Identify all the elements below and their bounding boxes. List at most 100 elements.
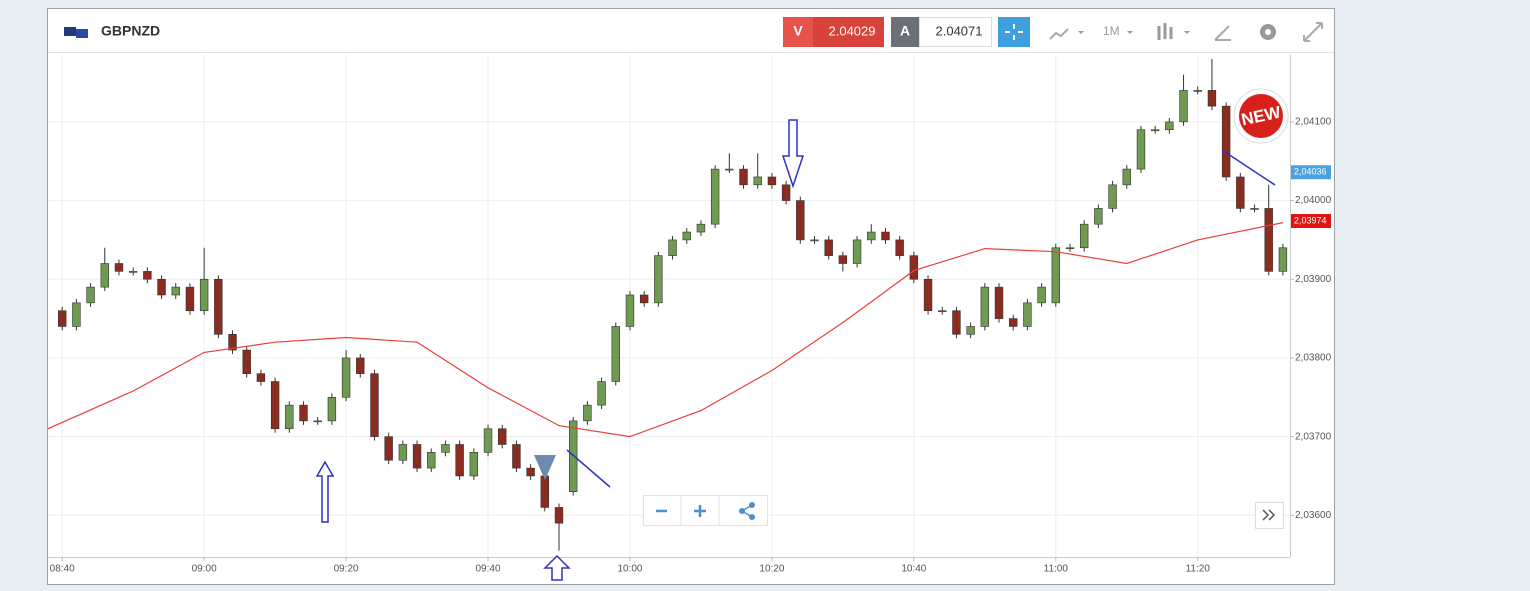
candle-body [909,255,919,280]
candle-body [1236,176,1245,209]
candle-body [228,334,237,351]
crosshair-icon [1005,24,1023,40]
price-tag [1291,214,1331,229]
candle-body [427,452,436,469]
candle-body [1009,318,1018,327]
candle-body [455,444,464,477]
candle-body [810,239,819,242]
candle-body [256,373,266,382]
candle-body [1037,286,1046,304]
candle-body [625,294,635,327]
candle-body [966,326,975,335]
down-arrow [781,119,805,189]
candles-icon[interactable] [1157,23,1173,40]
candle-body [72,302,81,327]
y-tick-label: 2,04000 [1295,195,1332,206]
candle-body [1179,90,1188,123]
symbol: GBPNZD [101,23,160,39]
candle-body [185,286,195,312]
y-tick-label: 2,03600 [1295,510,1332,521]
candle-body [526,467,535,477]
share-button[interactable] [739,502,755,520]
candle-body [498,428,507,445]
chart-type-icon[interactable] [1049,28,1069,40]
candle-body [725,168,734,171]
candle-body [1264,208,1273,272]
candle-body [1136,129,1146,170]
zoom-in-button[interactable] [694,505,706,517]
buy-price: 2.04071 [936,23,983,38]
trend-line [566,149,1276,488]
annotations [315,119,1276,581]
candle-body [157,278,166,296]
candle-body [441,444,450,453]
timeframe[interactable]: 1M [1103,24,1120,38]
candle-body [611,326,620,382]
draw-icon[interactable] [1214,25,1231,41]
candle-body [781,184,791,201]
candle-body [1065,247,1075,250]
fullscreen-icon[interactable] [1303,22,1323,42]
moving-average-line [47,222,1284,438]
x-tick-label: 10:00 [617,564,642,575]
x-tick-label: 09:00 [192,564,217,575]
candle-body [341,357,351,398]
candle-body [739,168,748,186]
candle-body [540,475,550,508]
price-tag-label: 2,03974 [1294,215,1327,225]
flag-icon [64,27,76,36]
candle-body [824,239,833,256]
candle-body [1094,208,1103,225]
buy-button[interactable] [891,17,919,47]
badge-circle [1239,94,1283,138]
new-badge: NEW [1233,88,1289,144]
candle-body [171,286,180,296]
sell-price-box [813,17,884,47]
candle-body [1221,105,1231,178]
y-tick-label: 2,04100 [1295,117,1332,128]
candle-body [214,278,223,335]
candle-body [654,255,663,304]
candle-body [597,381,606,406]
up-arrow [315,460,335,523]
candle-body [327,396,337,422]
candle-body [128,271,138,273]
candle-body [583,404,592,422]
candle-body [384,436,393,461]
candle-body [398,444,408,461]
candle-body [469,452,479,477]
candle-body [114,263,124,272]
crosshair-button[interactable] [998,17,1030,47]
candle-body [980,286,990,327]
buy-price-box [919,17,992,47]
x-tick-label: 10:40 [901,564,926,575]
candle-body [668,239,677,256]
candle-body [796,200,805,241]
scroll-right-button[interactable] [1255,502,1284,529]
candle-body [1108,184,1117,209]
candle-body [852,239,862,264]
x-tick-label: 09:40 [476,564,501,575]
candle-body [1207,90,1217,107]
candle-body [1193,90,1202,92]
price-tag [1291,165,1331,180]
candle-body [682,231,691,241]
x-tick-label: 10:20 [759,564,784,575]
x-tick-label: 11:20 [1186,564,1211,575]
candle-body [1150,129,1160,132]
candle-body [639,294,649,304]
candle-body [994,286,1004,319]
sell-price: 2.04029 [829,23,876,38]
candle-body [923,278,933,312]
candle-body [299,404,308,422]
candle-body [753,176,762,186]
y-tick-label: 2,03700 [1295,431,1332,442]
sell-label: V [793,23,803,39]
candle-body [1250,208,1259,210]
candle-body [100,263,109,288]
candle-body [696,223,706,233]
candle-body [483,428,493,453]
dropdown-arrow [1078,31,1084,34]
